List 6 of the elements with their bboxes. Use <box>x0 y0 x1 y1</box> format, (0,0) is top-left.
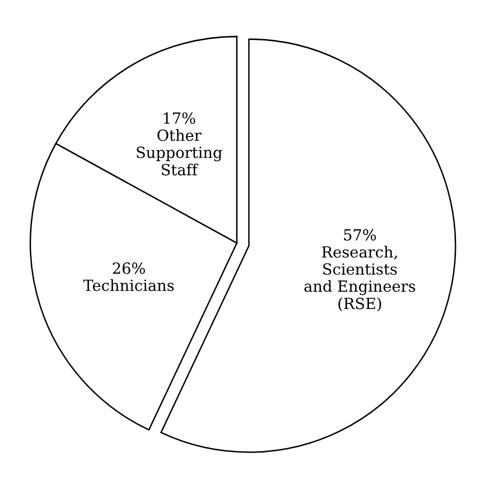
data-label: 26% <box>112 262 145 274</box>
slice-label: Other Supporting Staff <box>136 129 222 176</box>
data-label: 17% <box>164 112 196 124</box>
data-label: 57% <box>344 229 376 241</box>
slice-label: Technicians <box>83 279 174 292</box>
slice-label: Research, Scientists and Engineers (RSE) <box>304 246 416 312</box>
